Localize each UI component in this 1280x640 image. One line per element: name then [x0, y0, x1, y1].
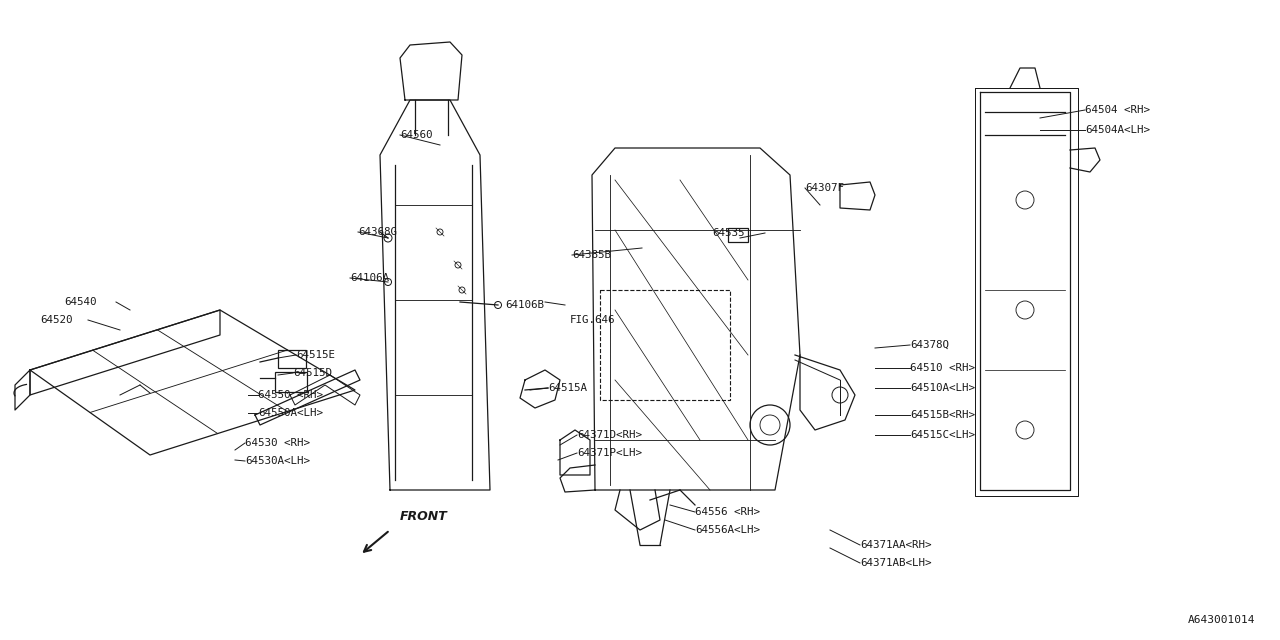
Text: 64515A: 64515A [548, 383, 588, 393]
Text: 64515C<LH>: 64515C<LH> [910, 430, 975, 440]
Text: 64510A<LH>: 64510A<LH> [910, 383, 975, 393]
Text: 64504A<LH>: 64504A<LH> [1085, 125, 1149, 135]
Text: 64307F: 64307F [805, 183, 844, 193]
Text: 64385B: 64385B [572, 250, 611, 260]
Text: 64535: 64535 [712, 228, 745, 238]
Text: 64540: 64540 [64, 297, 96, 307]
Text: 64556A<LH>: 64556A<LH> [695, 525, 760, 535]
Text: 64504 <RH>: 64504 <RH> [1085, 105, 1149, 115]
Text: FIG.646: FIG.646 [570, 315, 616, 325]
Text: 64378Q: 64378Q [910, 340, 948, 350]
Text: 64520: 64520 [40, 315, 73, 325]
Text: 64530 <RH>: 64530 <RH> [244, 438, 310, 448]
Text: 64106B: 64106B [506, 300, 544, 310]
Text: 64560: 64560 [399, 130, 433, 140]
Text: 64371P<LH>: 64371P<LH> [577, 448, 643, 458]
Text: 64530A<LH>: 64530A<LH> [244, 456, 310, 466]
Text: 64510 <RH>: 64510 <RH> [910, 363, 975, 373]
Text: 64515B<RH>: 64515B<RH> [910, 410, 975, 420]
Text: FRONT: FRONT [399, 510, 448, 523]
Text: 64371D<RH>: 64371D<RH> [577, 430, 643, 440]
Text: 64371AA<RH>: 64371AA<RH> [860, 540, 932, 550]
Text: 64106A: 64106A [349, 273, 389, 283]
Text: 64550 <RH>: 64550 <RH> [259, 390, 323, 400]
Text: A643001014: A643001014 [1188, 615, 1254, 625]
Text: 64550A<LH>: 64550A<LH> [259, 408, 323, 418]
Text: 64515D: 64515D [293, 368, 332, 378]
Text: 64556 <RH>: 64556 <RH> [695, 507, 760, 517]
Text: 64368G: 64368G [358, 227, 397, 237]
Text: 64515E: 64515E [296, 350, 335, 360]
Text: 64371AB<LH>: 64371AB<LH> [860, 558, 932, 568]
